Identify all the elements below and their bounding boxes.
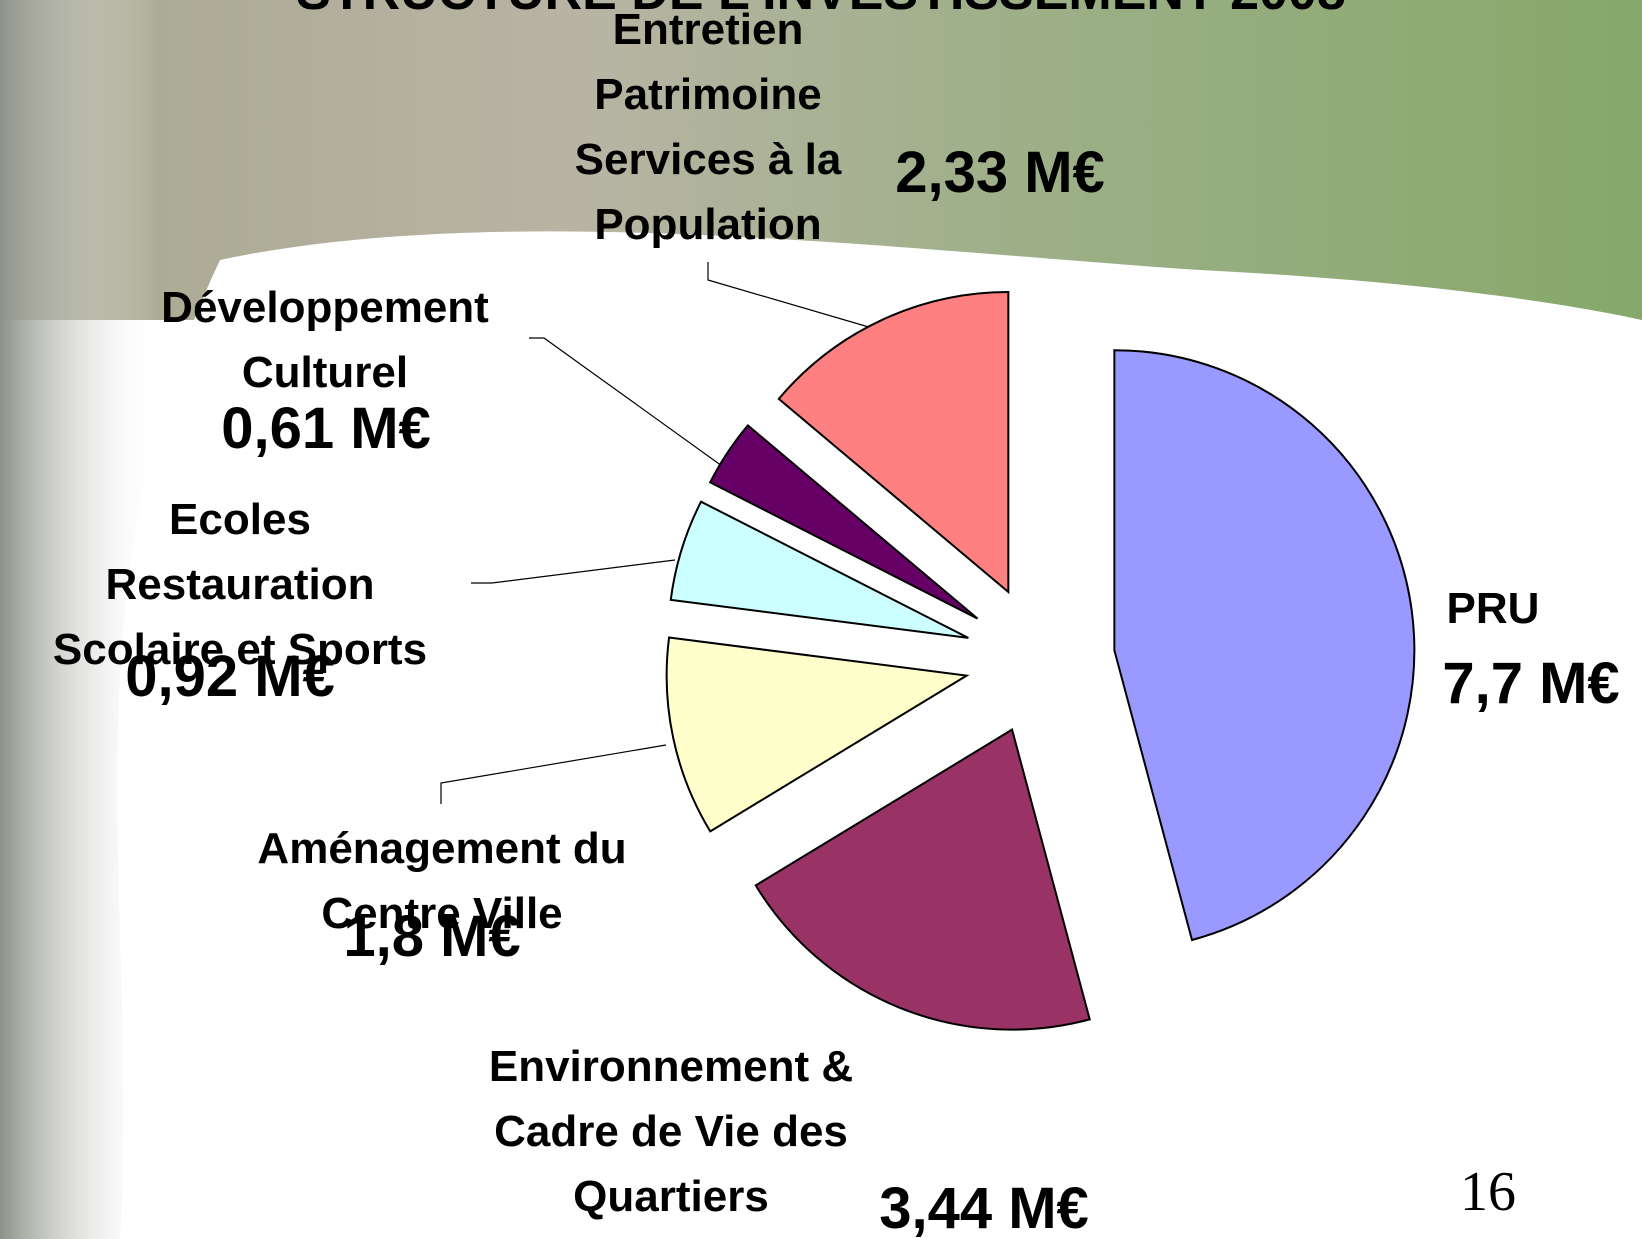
value-label: 0,92 M€ — [125, 644, 335, 709]
leader-line — [471, 559, 676, 584]
slice-label: Aménagement du Centre Ville — [257, 824, 627, 938]
leader-line — [707, 262, 880, 331]
slice-label: Entretien Patrimoine Services à la Popul… — [574, 5, 842, 249]
pie-slice — [669, 500, 969, 639]
pie-slice — [665, 636, 970, 833]
value-label: 2,33 M€ — [895, 140, 1105, 205]
chart-title: STRUCTURE DE L'INVESTISSEMENT 2008 — [296, 0, 1346, 22]
slice-label: Développement Culturel — [161, 283, 489, 397]
value-label: 0,61 M€ — [221, 396, 431, 461]
slice-label: Ecoles Restauration Scolaire et Sports — [52, 495, 428, 674]
slice-label: Environnement & Cadre de Vie des Quartie… — [488, 1042, 854, 1221]
slice-label: PRU — [1446, 584, 1540, 633]
value-label: 3,44 M€ — [879, 1176, 1089, 1239]
pie-slice — [708, 424, 979, 620]
leader-lines — [440, 262, 880, 804]
pie-slice — [777, 291, 1010, 595]
pie — [665, 291, 1416, 1031]
pie-slice — [754, 728, 1091, 1031]
value-label: 7,7 M€ — [1442, 651, 1620, 716]
leader-line — [440, 744, 667, 804]
value-label: 1,8 M€ — [343, 904, 521, 969]
pie-slice — [1113, 349, 1416, 942]
page-number: 16 — [1460, 1161, 1516, 1223]
leader-line — [529, 337, 723, 467]
